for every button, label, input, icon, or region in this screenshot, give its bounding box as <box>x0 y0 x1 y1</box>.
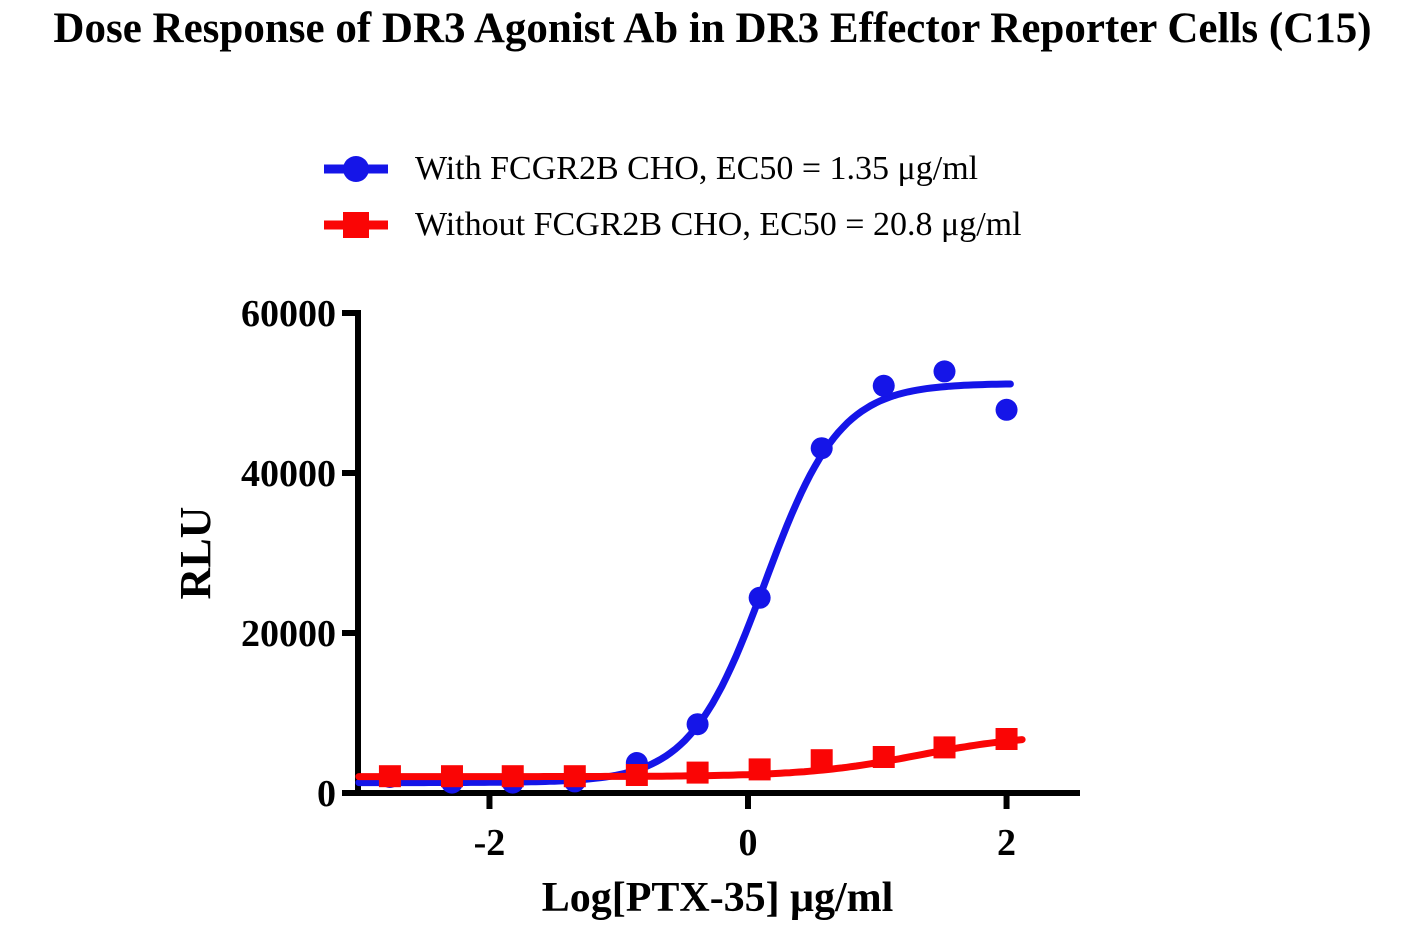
y-tick-label: 0 <box>317 773 336 815</box>
x-tick-label: 0 <box>739 822 758 864</box>
data-point-circle <box>933 360 956 383</box>
y-axis-label: RLU <box>171 507 220 600</box>
data-point-square <box>501 765 524 788</box>
data-point-square <box>625 764 648 786</box>
x-tick-label: 2 <box>997 822 1016 864</box>
data-point-square <box>440 765 463 788</box>
data-point-square <box>872 746 895 768</box>
legend-label-with-fcgr2b: With FCGR2B CHO, EC50 = 1.35 μg/ml <box>415 150 979 187</box>
data-point-circle <box>995 398 1018 421</box>
data-point-square <box>995 728 1018 750</box>
data-point-circle <box>748 586 771 609</box>
y-tick-label: 40000 <box>241 453 336 495</box>
data-point-circle <box>686 713 709 736</box>
data-point-square <box>563 765 586 788</box>
legend: With FCGR2B CHO, EC50 = 1.35 μg/ml Witho… <box>323 144 1022 250</box>
legend-item-without-fcgr2b: Without FCGR2B CHO, EC50 = 20.8 μg/ml <box>323 200 1022 250</box>
data-point-square <box>810 749 833 772</box>
data-point-circle <box>872 374 895 397</box>
legend-marker-without-fcgr2b <box>324 212 388 238</box>
data-point-square <box>748 758 771 781</box>
data-point-square <box>378 765 401 788</box>
x-axis-label: Log[PTX-35] μg/ml <box>542 875 894 921</box>
fit-curve-with-fcgr2b <box>355 380 1014 787</box>
square-marker-icon <box>343 212 369 238</box>
data-point-circle <box>810 437 833 460</box>
chart-title: Dose Response of DR3 Agonist Ab in DR3 E… <box>53 5 1372 52</box>
circle-marker-icon <box>343 156 369 182</box>
data-point-square <box>686 761 709 784</box>
x-tick-label: -2 <box>474 822 506 864</box>
data-point-square <box>933 736 956 759</box>
y-tick-label: 60000 <box>241 293 336 335</box>
legend-label-without-fcgr2b: Without FCGR2B CHO, EC50 = 20.8 μg/ml <box>415 206 1022 243</box>
y-tick-label: 20000 <box>241 613 336 655</box>
legend-marker-with-fcgr2b <box>324 156 388 182</box>
legend-item-with-fcgr2b: With FCGR2B CHO, EC50 = 1.35 μg/ml <box>323 144 1022 194</box>
